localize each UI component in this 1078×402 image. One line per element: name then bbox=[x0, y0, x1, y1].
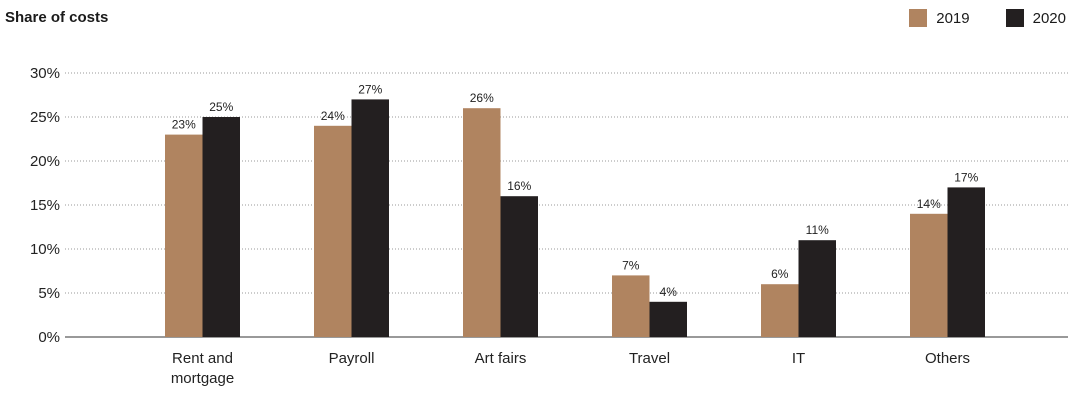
y-tick-label: 15% bbox=[30, 197, 60, 214]
data-label: 14% bbox=[917, 197, 941, 211]
bar-2019 bbox=[761, 284, 799, 337]
data-label: 4% bbox=[660, 285, 678, 299]
bar-2020 bbox=[798, 240, 836, 337]
data-label: 23% bbox=[172, 118, 196, 132]
x-tick-label: Travel bbox=[629, 350, 670, 367]
data-label: 17% bbox=[954, 170, 978, 184]
bar-2019 bbox=[612, 275, 650, 337]
legend: 2019 2020 bbox=[909, 9, 1066, 27]
legend-item-2020: 2020 bbox=[1005, 9, 1066, 27]
bar-2019 bbox=[463, 108, 501, 337]
bar-2019 bbox=[910, 213, 948, 337]
bar-2019 bbox=[165, 134, 203, 337]
y-tick-label: 30% bbox=[30, 65, 60, 82]
bar-2020 bbox=[202, 117, 240, 337]
y-tick-label: 10% bbox=[30, 241, 60, 258]
data-label: 27% bbox=[358, 82, 382, 96]
x-tick-label: Art fairs bbox=[475, 350, 527, 367]
bar-2020 bbox=[351, 99, 389, 338]
y-tick-label: 0% bbox=[38, 329, 60, 346]
data-label: 11% bbox=[806, 223, 829, 237]
legend-label-2020: 2020 bbox=[1032, 9, 1066, 27]
x-tick-label: Others bbox=[925, 350, 970, 367]
x-tick-label: IT bbox=[792, 350, 805, 367]
chart-title: Share of costs bbox=[5, 9, 109, 26]
legend-swatch-2020 bbox=[1005, 9, 1024, 27]
bar-2020 bbox=[500, 196, 538, 337]
bar-2020 bbox=[649, 301, 687, 337]
bar-2020 bbox=[947, 187, 985, 337]
y-tick-label: 25% bbox=[30, 109, 60, 126]
data-label: 26% bbox=[470, 91, 494, 105]
y-tick-label: 20% bbox=[30, 153, 60, 170]
data-label: 16% bbox=[507, 179, 531, 193]
legend-swatch-2019 bbox=[909, 9, 928, 27]
y-tick-label: 5% bbox=[38, 285, 60, 302]
legend-item-2019: 2019 bbox=[909, 9, 970, 27]
data-label: 7% bbox=[622, 258, 640, 272]
data-label: 6% bbox=[771, 267, 789, 281]
x-tick-label: Rent and bbox=[172, 350, 233, 367]
bar-2019 bbox=[314, 125, 352, 337]
x-tick-label: mortgage bbox=[171, 370, 234, 387]
legend-label-2019: 2019 bbox=[936, 9, 970, 27]
x-tick-label: Payroll bbox=[329, 350, 375, 367]
data-label: 25% bbox=[209, 100, 233, 114]
data-label: 24% bbox=[321, 109, 345, 123]
